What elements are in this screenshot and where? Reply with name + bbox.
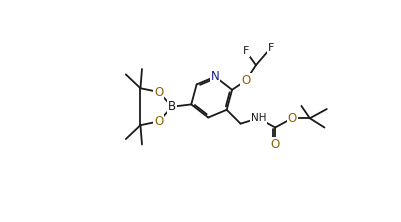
Text: O: O [154, 115, 164, 128]
Text: B: B [168, 100, 176, 113]
Text: NH: NH [251, 113, 266, 123]
Text: O: O [271, 138, 280, 151]
Text: O: O [241, 74, 251, 87]
Text: O: O [288, 112, 297, 125]
Text: O: O [154, 86, 164, 99]
Text: F: F [267, 43, 274, 53]
Text: F: F [243, 46, 249, 56]
Text: N: N [211, 70, 219, 83]
